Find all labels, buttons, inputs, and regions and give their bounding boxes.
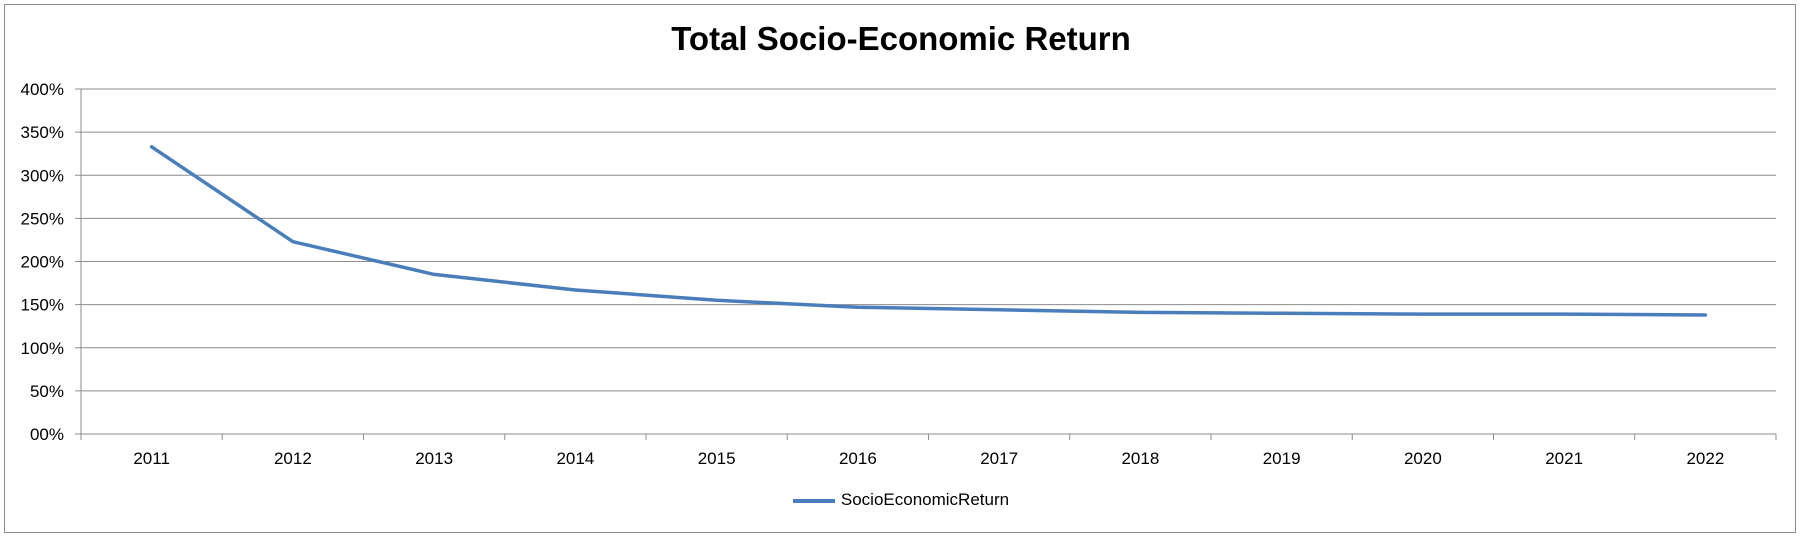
legend-label: SocioEconomicReturn [840,490,1010,509]
data-point [432,272,436,276]
chart-frame [4,4,1796,533]
data-point [291,240,295,244]
x-tick-label: 2022 [1686,449,1724,468]
y-tick-label: 100% [21,339,64,358]
x-tick-label: 2018 [1121,449,1159,468]
data-point [997,308,1001,312]
y-tick-label: 300% [21,166,64,185]
data-point [1562,312,1566,316]
x-tick-label: 2021 [1545,449,1583,468]
x-tick-label: 2020 [1404,449,1442,468]
data-point [150,145,154,149]
x-tick-label: 2017 [980,449,1018,468]
x-tick-label: 2016 [839,449,877,468]
x-tick-label: 2011 [133,449,170,468]
data-point [856,305,860,309]
x-tick-label: 2015 [698,449,736,468]
x-tick-label: 2019 [1263,449,1301,468]
x-tick-label: 2012 [274,449,312,468]
y-tick-label: 250% [21,209,64,228]
data-point [1421,312,1425,316]
x-tick-label: 2013 [415,449,453,468]
legend-swatch [792,498,835,503]
y-tick-label: 50% [30,382,64,401]
data-point [573,288,577,292]
chart-title: Total Socio-Economic Return [671,20,1131,57]
x-tick-label: 2014 [556,449,594,468]
data-point [1138,310,1142,314]
y-tick-label: 400% [21,80,64,99]
data-point [1280,311,1284,315]
y-tick-label: 150% [21,296,64,315]
data-point [1703,313,1707,317]
y-tick-label: 200% [21,253,64,272]
y-tick-label: 00% [30,425,64,444]
series-line [149,145,1708,317]
chart-legend: SocioEconomicReturn [0,490,1802,510]
y-tick-label: 350% [21,123,64,142]
data-point [715,298,719,302]
